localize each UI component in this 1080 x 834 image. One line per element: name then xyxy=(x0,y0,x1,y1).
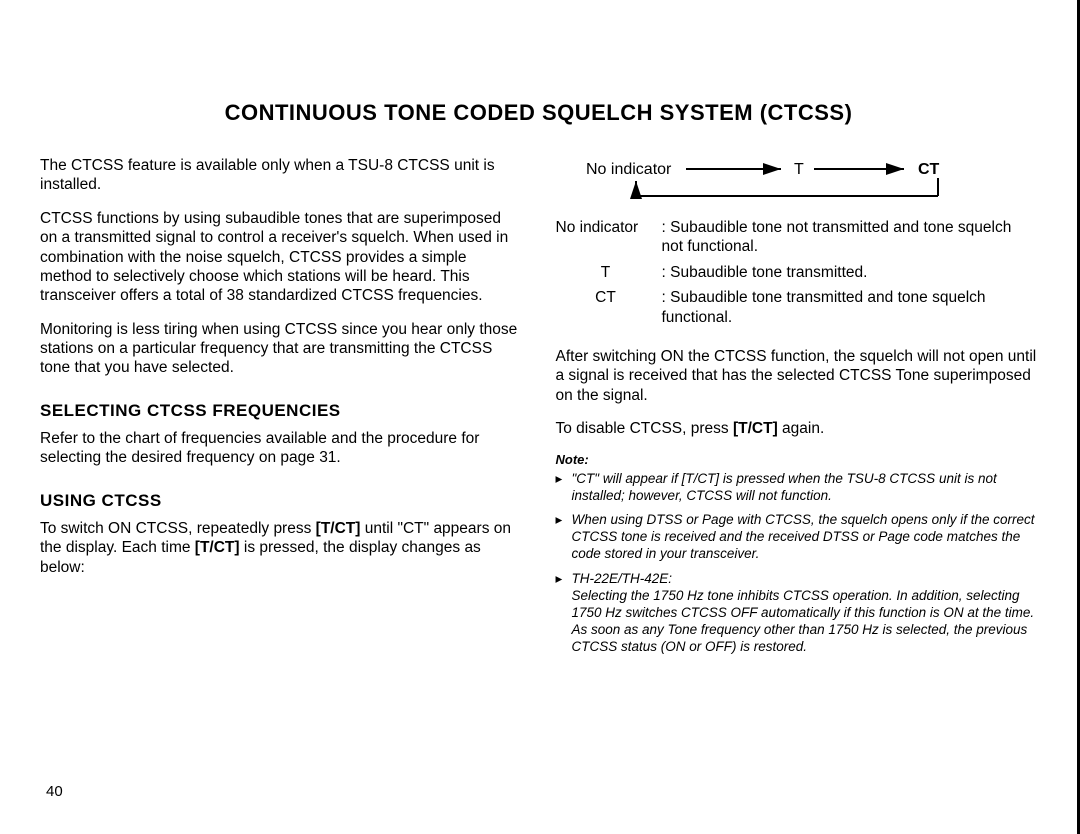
def-row: CT : Subaudible tone transmitted and ton… xyxy=(556,288,1038,333)
state-diagram: No indicator T CT xyxy=(556,156,1038,212)
left-column: The CTCSS feature is available only when… xyxy=(40,156,522,663)
def-key: T xyxy=(556,263,662,288)
two-column-layout: The CTCSS feature is available only when… xyxy=(40,156,1037,663)
note-item: TH-22E/TH-42E: Selecting the 1750 Hz ton… xyxy=(556,571,1038,655)
def-val: : Subaudible tone transmitted. xyxy=(662,263,1038,288)
diagram-ct: CT xyxy=(918,161,940,178)
disable-text-2: again. xyxy=(778,420,825,437)
manual-page: CONTINUOUS TONE CODED SQUELCH SYSTEM (CT… xyxy=(0,0,1080,834)
selecting-para: Refer to the chart of frequencies availa… xyxy=(40,429,522,468)
using-para: To switch ON CTCSS, repeatedly press [T/… xyxy=(40,519,522,577)
after-switch-para: After switching ON the CTCSS function, t… xyxy=(556,347,1038,405)
subhead-using: USING CTCSS xyxy=(40,490,522,511)
page-number: 40 xyxy=(46,783,63,800)
page-title: CONTINUOUS TONE CODED SQUELCH SYSTEM (CT… xyxy=(40,100,1037,126)
def-key: CT xyxy=(556,288,662,333)
intro-para-2: CTCSS functions by using subaudible tone… xyxy=(40,209,522,306)
intro-para-3: Monitoring is less tiring when using CTC… xyxy=(40,320,522,378)
def-row: No indicator : Subaudible tone not trans… xyxy=(556,218,1038,263)
subhead-selecting: SELECTING CTCSS FREQUENCIES xyxy=(40,400,522,421)
disable-text-1: To disable CTCSS, press xyxy=(556,420,733,437)
note-list: "CT" will appear if [T/CT] is pressed wh… xyxy=(556,471,1038,656)
diagram-no-indicator: No indicator xyxy=(586,161,672,178)
def-row: T : Subaudible tone transmitted. xyxy=(556,263,1038,288)
using-text-1: To switch ON CTCSS, repeatedly press xyxy=(40,520,316,537)
right-column: No indicator T CT No indicator : Subaudi… xyxy=(556,156,1038,663)
note-item: "CT" will appear if [T/CT] is pressed wh… xyxy=(556,471,1038,505)
disable-para: To disable CTCSS, press [T/CT] again. xyxy=(556,419,1038,438)
note-heading: Note: xyxy=(556,452,1038,468)
tct-key-2: [T/CT] xyxy=(195,539,240,556)
diagram-t: T xyxy=(794,161,804,178)
def-key: No indicator xyxy=(556,218,662,263)
def-val: : Subaudible tone transmitted and tone s… xyxy=(662,288,1038,333)
indicator-definitions: No indicator : Subaudible tone not trans… xyxy=(556,218,1038,333)
tct-key-1: [T/CT] xyxy=(316,520,361,537)
note-item: When using DTSS or Page with CTCSS, the … xyxy=(556,512,1038,563)
intro-para-1: The CTCSS feature is available only when… xyxy=(40,156,522,195)
def-val: : Subaudible tone not transmitted and to… xyxy=(662,218,1038,263)
tct-key-3: [T/CT] xyxy=(733,420,778,437)
